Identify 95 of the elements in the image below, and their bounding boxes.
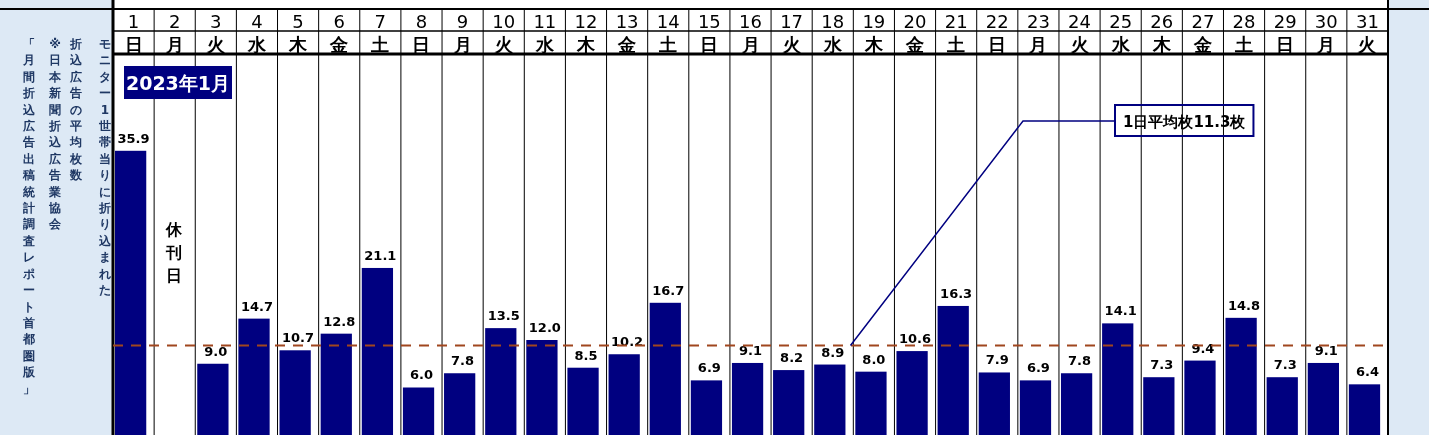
x-tick-label: 27 金 (1191, 11, 1215, 55)
bar (649, 302, 681, 435)
bar (526, 340, 558, 435)
data-label: 16.3 (940, 285, 973, 301)
x-tick-label: 19 木 (862, 11, 886, 55)
data-label: 8.9 (821, 344, 845, 360)
data-label: 9.1 (738, 342, 763, 358)
x-tick-label: 10 火 (492, 11, 516, 55)
x-tick-label: 24 火 (1068, 11, 1091, 55)
title: 2023年1月 (124, 66, 232, 99)
data-label: 14.8 (1228, 297, 1261, 313)
data-label: 21.1 (364, 247, 397, 263)
bar (1019, 380, 1052, 435)
x-tick-label: 21 土 (944, 11, 968, 55)
x-tick-label: 18 水 (821, 11, 845, 55)
bar (978, 372, 1010, 435)
bar (690, 380, 723, 435)
x-tick-label: 2 月 (164, 11, 184, 55)
bar (402, 387, 435, 435)
bar (1307, 362, 1339, 435)
chart-title: 2023年1月 (125, 72, 231, 94)
data-label: 12.8 (323, 313, 356, 329)
x-tick-label: 3 火 (205, 11, 226, 55)
bar (361, 267, 394, 435)
data-label: 7.8 (1068, 353, 1092, 369)
data-label: 13.5 (487, 308, 520, 324)
x-tick-label: 15 日 (697, 11, 721, 55)
bar (1102, 323, 1134, 435)
bar (444, 373, 476, 435)
annotation: ※日本新聞折込広告業協会 (48, 36, 62, 233)
x-tick-label: 25 水 (1109, 11, 1133, 55)
x-tick-label: 6 金 (329, 11, 349, 55)
data-label: 35.9 (117, 130, 150, 146)
x-tick-label: 22 日 (985, 11, 1009, 55)
bar (485, 328, 517, 435)
data-label: 8.0 (862, 351, 886, 367)
bar (1184, 360, 1216, 435)
data-label: 16.7 (652, 282, 685, 298)
annotation: 「月間折込広告出稿統計調査レポート首都圏版」 (22, 36, 36, 397)
data-label: 8.2 (780, 350, 804, 366)
bar (567, 367, 599, 435)
data-label: 10.6 (898, 331, 932, 347)
x-tick-label: 31 火 (1355, 11, 1379, 55)
x-tick-label: 20 金 (903, 11, 927, 55)
data-label: 8.5 (574, 347, 598, 363)
data-label: 6.4 (1355, 364, 1379, 380)
bar (1348, 384, 1381, 435)
bar (814, 364, 846, 435)
bar (1143, 377, 1175, 435)
x-tick-label: 7 土 (370, 11, 390, 55)
bar (320, 333, 352, 435)
data-label: 7.8 (451, 353, 475, 369)
x-tick-label: 29 日 (1273, 11, 1297, 55)
x-tick-label: 12 木 (574, 11, 598, 55)
x-tick-label: 14 土 (656, 11, 680, 55)
data-label: 10.7 (282, 330, 315, 346)
x-tick-label: 11 水 (533, 11, 557, 55)
x-tick-label: 8 日 (412, 11, 431, 55)
data-label: 6.9 (1026, 360, 1050, 376)
x-tick-label: 17 火 (780, 11, 804, 55)
bar (238, 318, 270, 435)
data-label: 12.0 (528, 320, 561, 335)
data-label: 7.9 (985, 352, 1009, 368)
bar (937, 305, 969, 435)
data-label: 14.1 (1104, 303, 1137, 319)
bar (731, 362, 764, 435)
bar (115, 150, 147, 435)
data-label: 6.0 (409, 367, 433, 383)
bar (773, 370, 805, 435)
x-tick-label: 30 月 (1314, 11, 1338, 55)
x-tick-label: 1 日 (124, 11, 143, 55)
bar (1060, 373, 1093, 435)
bar (279, 350, 311, 435)
bar (1266, 377, 1298, 435)
bar (608, 354, 640, 435)
data-label: 14.7 (240, 298, 273, 314)
x-tick-label: 4 水 (246, 11, 267, 55)
x-tick-label: 13 金 (615, 11, 639, 55)
data-label: 7.3 (1273, 357, 1297, 373)
bar (1225, 317, 1257, 435)
data-label: 9.1 (1314, 342, 1338, 358)
data-label: 9.0 (204, 343, 228, 359)
bar (197, 363, 229, 435)
x-tick-label: 23 月 (1026, 11, 1050, 55)
x-tick-label: 28 土 (1232, 11, 1256, 55)
x-tick-label: 9 月 (452, 11, 472, 55)
data-label: 6.9 (697, 360, 721, 376)
x-tick-label: 5 木 (288, 11, 309, 55)
data-label: 7.3 (1150, 357, 1174, 373)
bar (896, 351, 928, 435)
x-tick-label: 16 月 (739, 11, 762, 55)
bar (855, 371, 887, 435)
ylabel: モニター1世帯当りに折り込まれた折込広告の平均枚数 (68, 36, 112, 300)
x-tick-label: 26 木 (1150, 11, 1174, 55)
annotation: 休刊日 (164, 219, 184, 287)
